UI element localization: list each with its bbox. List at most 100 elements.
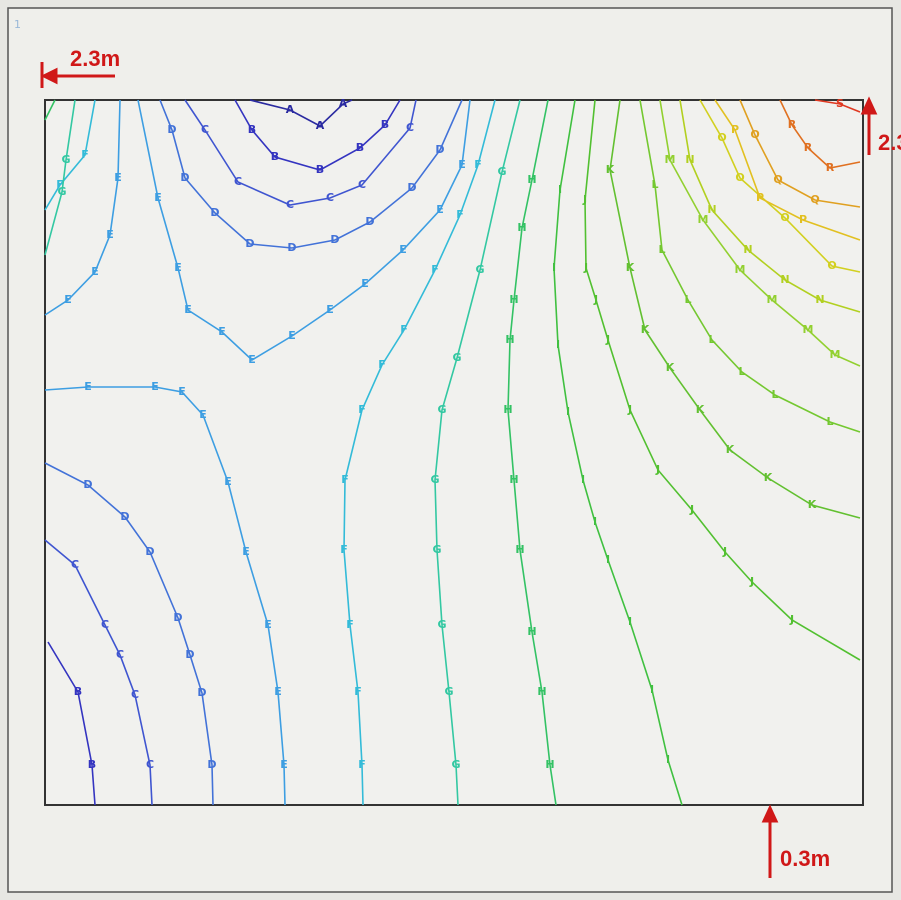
contour-label: O	[827, 259, 836, 272]
contour-label: N	[780, 273, 789, 286]
contour-label: D	[207, 758, 216, 771]
contour-label: K	[666, 361, 675, 374]
contour-label: G	[57, 185, 66, 198]
contour-label: F	[341, 473, 349, 486]
contour-label: Q	[750, 128, 759, 141]
annotation: 2.3m	[878, 130, 901, 155]
contour-label: F	[346, 618, 354, 631]
contour-label: E	[242, 545, 250, 558]
contour-label: J	[627, 403, 632, 416]
contour-label: L	[771, 388, 778, 401]
contour-label: I	[581, 473, 585, 486]
contour-label: E	[184, 303, 192, 316]
contour-label: E	[248, 353, 256, 366]
contour-label: I	[628, 615, 632, 628]
contour-label: E	[280, 758, 288, 771]
contour-label: D	[167, 123, 176, 136]
contour-label: E	[199, 408, 207, 421]
contour-label: D	[173, 611, 182, 624]
contour-label: E	[151, 380, 159, 393]
contour-label: D	[407, 181, 416, 194]
contour-label: E	[114, 171, 122, 184]
contour-label: K	[764, 471, 773, 484]
contour-label: G	[451, 758, 460, 771]
contour-label: G	[444, 685, 453, 698]
contour-label: D	[180, 171, 189, 184]
contour-label: Q	[810, 193, 819, 206]
contour-label: E	[174, 261, 182, 274]
contour-label: J	[789, 613, 794, 626]
contour-label: D	[145, 545, 154, 558]
contour-label: D	[185, 648, 194, 661]
contour-label: N	[815, 293, 824, 306]
contour-label: E	[274, 685, 282, 698]
corner-label: 1	[14, 18, 21, 31]
contour-label: P	[799, 213, 807, 226]
contour-label: H	[503, 403, 512, 416]
contour-label: C	[358, 178, 366, 191]
contour-label: B	[248, 123, 256, 136]
contour-label: F	[340, 543, 348, 556]
contour-label: N	[743, 243, 752, 256]
contour-label: K	[606, 163, 615, 176]
plot-frame	[45, 100, 863, 805]
contour-label: G	[475, 263, 484, 276]
contour-label: G	[437, 403, 446, 416]
contour-label: M	[830, 348, 841, 361]
contour-label: G	[437, 618, 446, 631]
contour-label: J	[722, 545, 727, 558]
annotation: 0.3m	[780, 846, 830, 871]
contour-label: E	[64, 293, 72, 306]
contour-label: E	[91, 265, 99, 278]
contour-label: I	[558, 183, 562, 196]
contour-label: B	[316, 163, 324, 176]
contour-label: J	[605, 333, 610, 346]
contour-label: H	[517, 221, 526, 234]
contour-label: M	[665, 153, 676, 166]
contour-label: L	[738, 365, 745, 378]
contour-label: E	[84, 380, 92, 393]
contour-label: E	[178, 385, 186, 398]
contour-label: C	[71, 558, 79, 571]
contour-label: R	[826, 161, 835, 174]
contour-label: D	[120, 510, 129, 523]
contour-label: C	[406, 121, 414, 134]
contour-label: J	[749, 575, 754, 588]
contour-label: I	[556, 338, 560, 351]
contour-label: D	[210, 206, 219, 219]
contour-label: M	[767, 293, 778, 306]
contour-label: G	[497, 165, 506, 178]
contour-label: F	[456, 208, 464, 221]
contour-label: H	[527, 173, 536, 186]
contour-label: G	[430, 473, 439, 486]
contour-label: E	[106, 228, 114, 241]
contour-label: G	[432, 543, 441, 556]
contour-label: H	[509, 293, 518, 306]
chart: 1 2.3m 2.3m 0.3m AAABBBBBBBCCCCCCCCCCCDD…	[0, 0, 901, 900]
contour-label: H	[509, 473, 518, 486]
contour-label: B	[88, 758, 96, 771]
contour-label: E	[218, 325, 226, 338]
contour-label: B	[381, 118, 389, 131]
contour-label: M	[735, 263, 746, 276]
contour-label: H	[515, 543, 524, 556]
contour-label: C	[146, 758, 154, 771]
contour-label: F	[354, 685, 362, 698]
contour-label: I	[606, 553, 610, 566]
contour-label: C	[286, 198, 294, 211]
contour-label: J	[582, 193, 587, 206]
contour-label: F	[358, 758, 366, 771]
contour-label: I	[650, 683, 654, 696]
contour-label: I	[566, 405, 570, 418]
contour-label: C	[116, 648, 124, 661]
contour-label: O	[735, 171, 744, 184]
contour-label: J	[593, 293, 598, 306]
contour-label: B	[74, 685, 82, 698]
contour-label: D	[287, 241, 296, 254]
contour-label: H	[537, 685, 546, 698]
page: 1 2.3m 2.3m 0.3m AAABBBBBBBCCCCCCCCCCCDD…	[0, 0, 901, 900]
contour-label: F	[81, 148, 89, 161]
contour-label: D	[435, 143, 444, 156]
contour-label: E	[154, 191, 162, 204]
contour-label: D	[197, 686, 206, 699]
